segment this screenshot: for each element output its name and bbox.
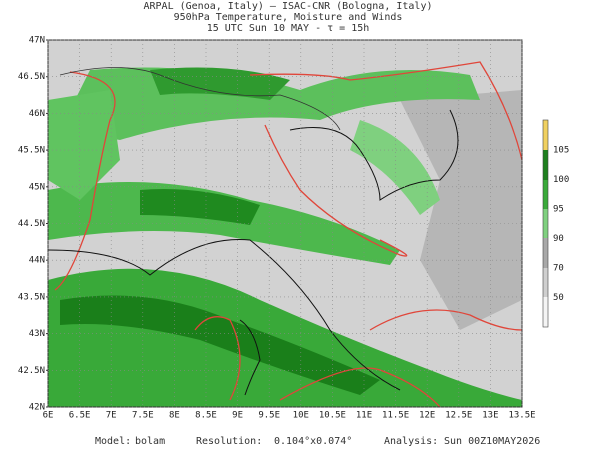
colorbar-label: 100 — [553, 175, 569, 185]
lon-label: 13.5E — [508, 411, 535, 421]
lat-label: 43N — [29, 329, 45, 339]
lat-label: 43.5N — [18, 292, 45, 302]
lat-label: 45.5N — [18, 146, 45, 156]
colorbar-label: 95 — [553, 205, 564, 215]
lon-label: 8.5E — [195, 411, 217, 421]
colorbar-label: 50 — [553, 293, 564, 303]
footer-label: Model: — [95, 436, 131, 447]
colorbar-label: 70 — [553, 264, 564, 274]
lat-label: 46N — [29, 109, 45, 119]
header-line: 950hPa Temperature, Moisture and Winds — [174, 12, 403, 23]
lon-label: 10E — [293, 411, 309, 421]
footer-value: Sun 00Z10MAY2026 — [444, 436, 540, 447]
lon-label: 7.5E — [132, 411, 154, 421]
lon-label: 10.5E — [319, 411, 346, 421]
header-line: 15 UTC Sun 10 MAY - τ = 15h — [207, 23, 370, 34]
lon-label: 13E — [482, 411, 498, 421]
lat-label: 47N — [29, 36, 45, 46]
lon-label: 6E — [43, 411, 54, 421]
lon-label: 9E — [232, 411, 243, 421]
lon-label: 12E — [419, 411, 435, 421]
lon-label: 9.5E — [258, 411, 280, 421]
footer-label: Resolution: — [196, 436, 262, 447]
colorbar — [542, 119, 549, 328]
footer-label: Analysis: — [384, 436, 438, 447]
lon-label: 6.5E — [69, 411, 91, 421]
lat-label: 46.5N — [18, 72, 45, 82]
footer-value: 0.104°x0.074° — [274, 436, 352, 447]
lon-label: 11E — [356, 411, 372, 421]
colorbar-label: 105 — [553, 146, 569, 156]
lat-label: 42.5N — [18, 366, 45, 376]
lat-label: 45N — [29, 182, 45, 192]
colorbar-label: 90 — [553, 234, 564, 244]
lon-label: 7E — [106, 411, 117, 421]
lon-label: 12.5E — [445, 411, 472, 421]
lon-label: 8E — [169, 411, 180, 421]
lon-label: 11.5E — [382, 411, 409, 421]
lat-label: 44N — [29, 256, 45, 266]
lat-label: 44.5N — [18, 219, 45, 229]
lat-label: 42N — [29, 403, 45, 413]
footer-value: bolam — [135, 436, 165, 447]
header-line: ARPAL (Genoa, Italy) — ISAC-CNR (Bologna… — [144, 1, 433, 12]
